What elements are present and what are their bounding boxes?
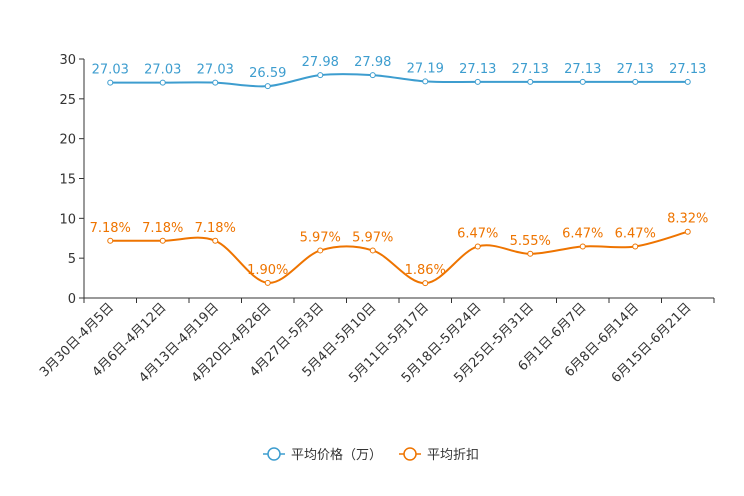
data-label: 5.97% [352, 230, 393, 245]
data-point[interactable] [107, 237, 114, 244]
series-0: 27.03 27.03 27.03 26.59 27.98 27.98 27.19 27.13… [92, 55, 706, 90]
y-tick-label: 0 [68, 292, 76, 307]
data-label: 5.55% [510, 234, 551, 249]
legend-label: 平均价格（万） [291, 447, 382, 463]
data-label: 27.03 [92, 63, 129, 78]
legend-circle-icon [267, 447, 281, 461]
y-tick-label: 20 [59, 133, 76, 148]
series-layer: 27.03 27.03 27.03 26.59 27.98 27.98 27.19 27.13… [90, 55, 708, 287]
data-point[interactable] [422, 280, 429, 287]
legend-item[interactable]: 平均价格（万） [263, 447, 382, 463]
data-label: 8.32% [667, 212, 708, 227]
axes: 0510152025303月30日-4月5日4月6日-4月12日4月13日-4月… [37, 53, 715, 386]
data-point[interactable] [212, 79, 219, 86]
data-label: 7.18% [90, 221, 131, 236]
data-point[interactable] [527, 78, 534, 85]
data-label: 1.90% [247, 263, 288, 278]
legend-circle-icon [403, 447, 417, 461]
data-point[interactable] [369, 247, 376, 254]
data-point[interactable] [212, 237, 219, 244]
data-point[interactable] [474, 243, 481, 250]
y-tick-label: 5 [68, 252, 76, 267]
data-point[interactable] [369, 72, 376, 79]
data-label: 6.47% [562, 226, 603, 241]
legend-item[interactable]: 平均折扣 [399, 447, 479, 463]
data-point[interactable] [684, 228, 691, 235]
data-point[interactable] [579, 243, 586, 250]
data-point[interactable] [317, 72, 324, 79]
data-point[interactable] [317, 247, 324, 254]
y-tick-label: 10 [59, 212, 76, 227]
data-label: 5.97% [300, 230, 341, 245]
data-point[interactable] [684, 78, 691, 85]
y-tick-label: 25 [59, 93, 76, 108]
data-point[interactable] [579, 78, 586, 85]
data-label: 27.98 [354, 55, 391, 70]
series-1: 7.18% 7.18% 7.18% 1.90% 5.97% 5.97% 1.86% 6.47%… [90, 212, 708, 287]
data-label: 27.98 [302, 55, 339, 70]
data-point[interactable] [107, 79, 114, 86]
data-label: 27.13 [564, 62, 601, 77]
legend[interactable]: 平均价格（万） 平均折扣 [263, 447, 479, 463]
data-label: 1.86% [405, 263, 446, 278]
y-tick-label: 30 [59, 53, 76, 68]
data-label: 27.13 [669, 62, 706, 77]
data-point[interactable] [264, 83, 271, 90]
data-point[interactable] [159, 79, 166, 86]
data-point[interactable] [422, 78, 429, 85]
y-tick-label: 15 [59, 173, 76, 188]
data-point[interactable] [632, 78, 639, 85]
data-label: 27.13 [512, 62, 549, 77]
data-label: 27.13 [459, 62, 496, 77]
data-point[interactable] [264, 279, 271, 286]
data-point[interactable] [527, 250, 534, 257]
data-label: 27.19 [407, 61, 444, 76]
legend-label: 平均折扣 [427, 448, 479, 463]
data-point[interactable] [632, 243, 639, 250]
data-label: 7.18% [142, 221, 183, 236]
data-label: 26.59 [249, 66, 286, 81]
data-label: 27.03 [144, 63, 181, 78]
data-point[interactable] [474, 78, 481, 85]
data-label: 6.47% [457, 226, 498, 241]
series-line [110, 73, 688, 88]
data-point[interactable] [159, 237, 166, 244]
data-label: 6.47% [615, 226, 656, 241]
data-label: 7.18% [195, 221, 236, 236]
data-label: 27.03 [197, 63, 234, 78]
data-label: 27.13 [617, 62, 654, 77]
